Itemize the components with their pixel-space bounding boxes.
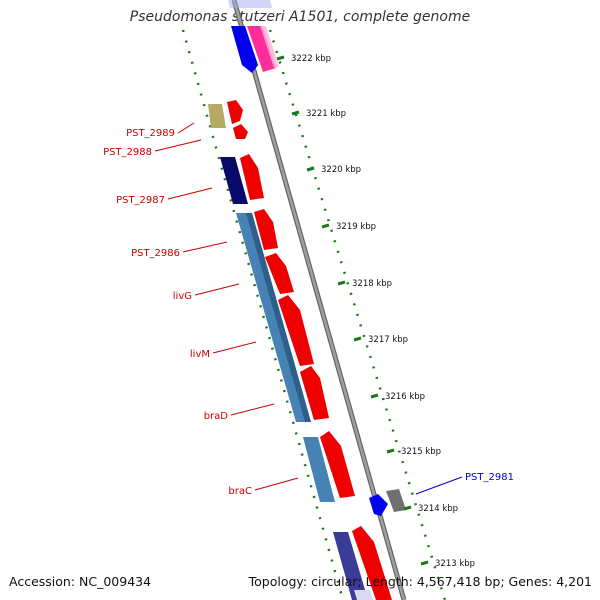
feature-red-livM — [278, 295, 314, 366]
feature-navy-pst2987 — [220, 157, 248, 204]
gene-labels: PST_2989 PST_2988 PST_2987 PST_2986 livG livM… — [103, 122, 514, 497]
gene-label-livg: livG — [173, 283, 240, 302]
scale-tick: 3217 kbp — [353, 335, 408, 345]
feature-purple-bottom — [333, 532, 368, 600]
gene-label-text: PST_2986 — [131, 248, 180, 259]
scale-tick-label: 3218 kbp — [352, 279, 392, 289]
feature-steelblue-long-shade — [246, 213, 311, 422]
scale-tick-label: 3216 kbp — [385, 392, 425, 402]
gene-label-pst_2988: PST_2988 — [103, 139, 202, 158]
scale-tick: 3216 kbp — [370, 392, 425, 402]
gene-label-text: PST_2981 — [465, 472, 514, 483]
scale-tick: 3220 kbp — [306, 165, 361, 175]
feature-blue-top — [231, 26, 258, 73]
feature-steelblue-brac — [303, 437, 335, 502]
feature-red-braD — [300, 366, 329, 420]
feature-grey-pst2981 — [386, 489, 406, 512]
topology-summary: Topology: circular; Length: 4,567,418 bp… — [248, 574, 592, 589]
feature-red-pst2987 — [240, 154, 264, 200]
feature-blue-pst2981 — [369, 494, 388, 516]
map-title: Pseudomonas stutzeri A1501, complete gen… — [129, 9, 471, 25]
gene-label-text: livM — [190, 349, 210, 360]
scale-tick-label: 3214 kbp — [418, 504, 458, 514]
gene-label-text: braD — [204, 411, 229, 422]
gene-label-text: livG — [173, 291, 192, 302]
scale-ticks: 3222 kbp 3221 kbp 3220 kbp 3219 kbp 3218 kbp… — [276, 54, 475, 569]
scale-tick-label: 3221 kbp — [306, 109, 346, 119]
gene-label-livm: livM — [190, 341, 257, 360]
feature-pink-highlight — [260, 26, 279, 68]
scale-tick-label: 3219 kbp — [336, 222, 376, 232]
accession-text: Accession: NC_009434 — [9, 574, 152, 589]
gene-label-text: PST_2988 — [103, 147, 152, 158]
scale-tick: 3218 kbp — [337, 279, 392, 289]
feature-olive-pst2989 — [208, 104, 226, 128]
gene-label-pst_2981: PST_2981 — [415, 472, 514, 495]
scale-tick: 3214 kbp — [403, 504, 458, 514]
scale-tick-label: 3217 kbp — [368, 335, 408, 345]
scale-tick: 3222 kbp — [276, 54, 331, 64]
gene-label-text: braC — [228, 486, 252, 497]
scale-tick: 3215 kbp — [386, 447, 441, 457]
gene-label-text: PST_2987 — [116, 195, 165, 206]
feature-red-pst2989 — [227, 100, 243, 124]
gene-label-pst_2986: PST_2986 — [131, 241, 228, 259]
feature-red-pst2986 — [254, 209, 278, 250]
gene-label-pst_2987: PST_2987 — [116, 187, 213, 206]
scale-tick: 3213 kbp — [420, 559, 475, 569]
faint-top-feature — [228, 0, 272, 8]
gene-label-pst_2989: PST_2989 — [126, 122, 195, 139]
feature-red-bottom — [352, 526, 392, 600]
scale-tick-label: 3213 kbp — [435, 559, 475, 569]
scale-tick: 3221 kbp — [291, 109, 346, 119]
feature-red-livG — [265, 253, 294, 294]
feature-red-pst2988 — [233, 124, 248, 139]
feature-red-brac — [320, 431, 355, 498]
gene-label-brac: braC — [228, 477, 299, 497]
feature-pink-top — [247, 26, 276, 72]
scale-tick: 3219 kbp — [321, 222, 376, 232]
outer-dotted-ring — [268, 29, 447, 600]
gene-label-brad: braD — [204, 403, 275, 422]
gene-label-text: PST_2989 — [126, 128, 175, 139]
feature-pale-bottom — [354, 590, 373, 600]
scale-tick-label: 3222 kbp — [291, 54, 331, 64]
scale-tick-label: 3215 kbp — [401, 447, 441, 457]
scale-tick-label: 3220 kbp — [321, 165, 361, 175]
